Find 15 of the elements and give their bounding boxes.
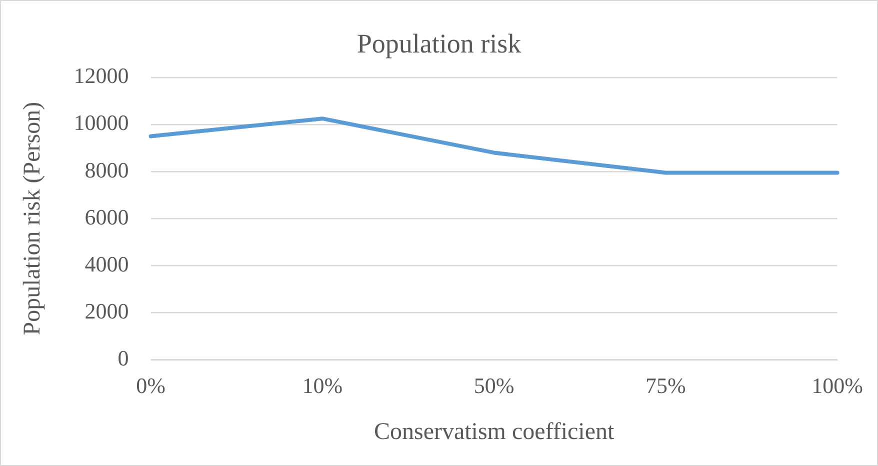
y-tick-label: 8000 xyxy=(84,157,129,182)
y-tick-label: 6000 xyxy=(84,204,129,230)
x-tick-label: 50% xyxy=(474,372,514,398)
chart-title: Population risk xyxy=(356,28,522,58)
x-axis-title: Conservatism coefficient xyxy=(374,418,614,445)
y-axis-title: Population risk (Person) xyxy=(20,102,46,336)
y-tick-label: 2000 xyxy=(84,298,129,324)
x-tick-label: 10% xyxy=(302,372,343,398)
y-tick-label: 10000 xyxy=(74,110,129,136)
x-tick-label: 0% xyxy=(136,372,166,398)
x-tick-label: 100% xyxy=(812,372,863,398)
y-tick-label: 0 xyxy=(118,346,129,371)
y-tick-label: 4000 xyxy=(84,251,129,276)
y-tick-label: 12000 xyxy=(74,63,129,88)
x-tick-label: 75% xyxy=(646,372,686,398)
